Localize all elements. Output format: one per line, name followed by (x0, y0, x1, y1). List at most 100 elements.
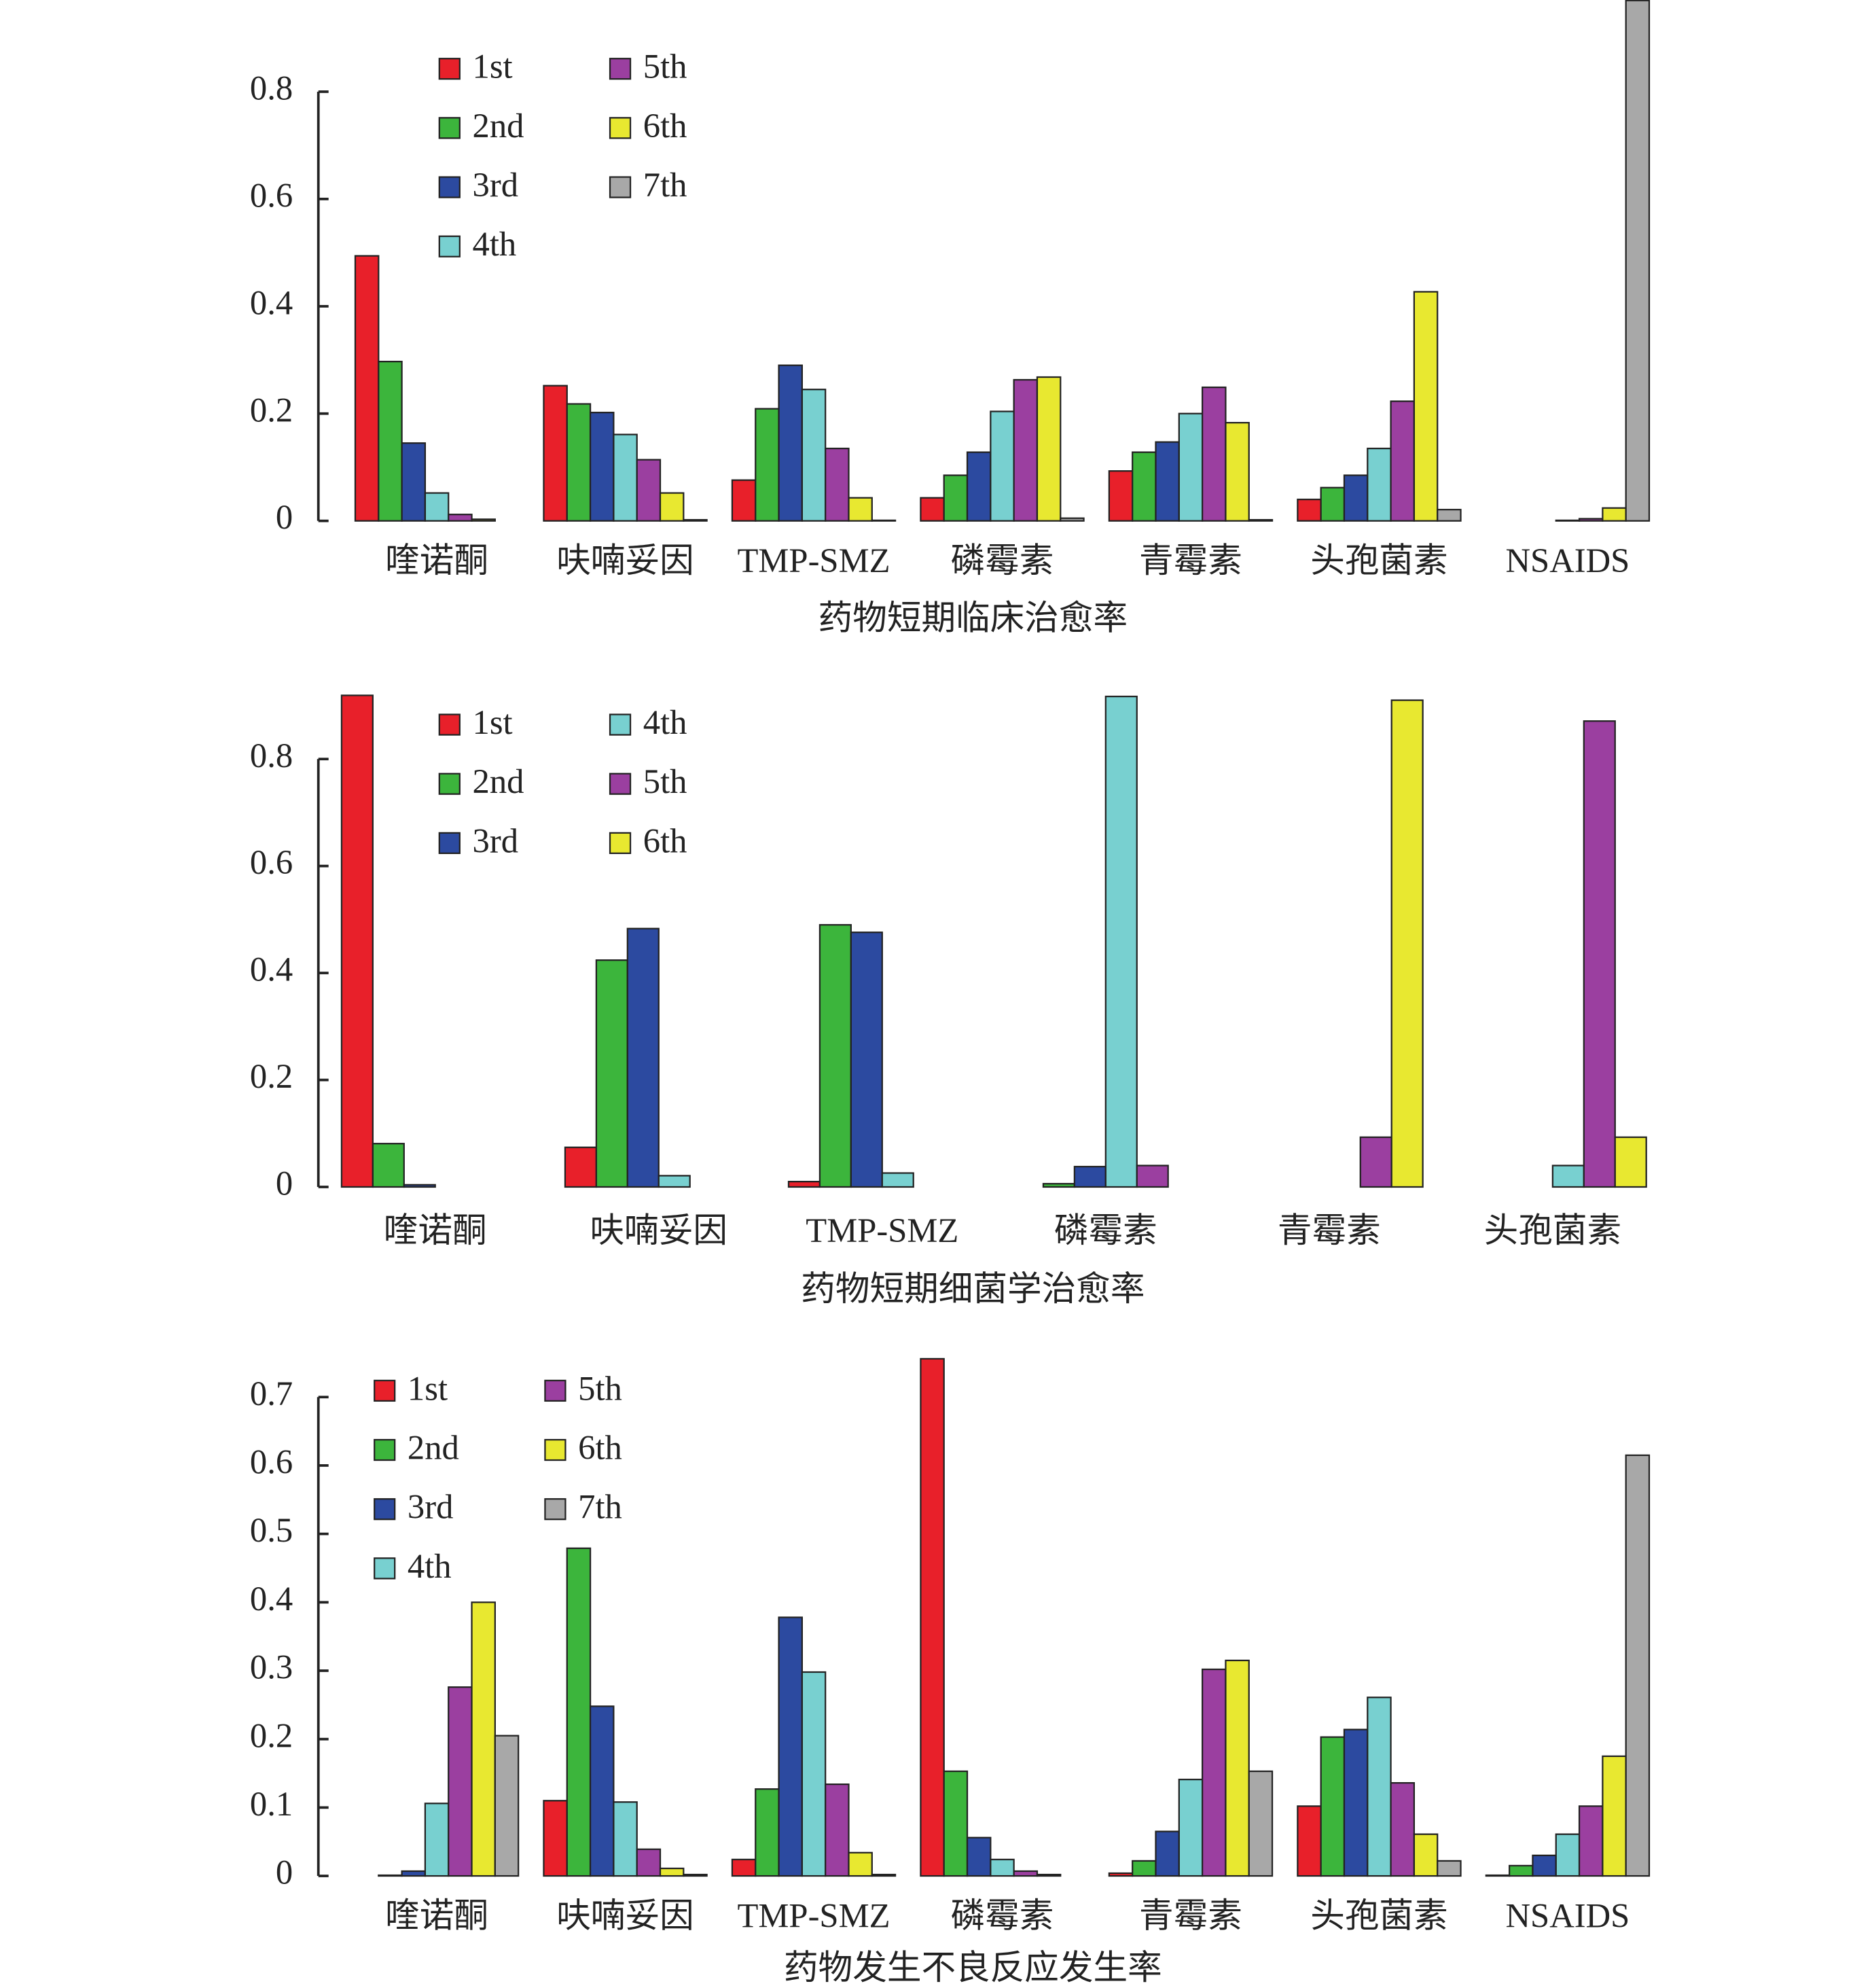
bar (1413, 291, 1439, 522)
bar (943, 1770, 969, 1877)
bar (1104, 695, 1138, 1188)
bar (589, 412, 615, 522)
legend-swatch (609, 117, 632, 139)
bar (966, 1836, 992, 1877)
bar (848, 497, 873, 522)
y-tick-label: 0.2 (250, 1716, 293, 1754)
legend-label: 5th (578, 1369, 622, 1407)
bar (1390, 699, 1424, 1188)
bar (1155, 1830, 1180, 1877)
y-tick-label: 0.4 (250, 951, 293, 989)
x-tick-label: 青霉素 (1278, 1211, 1381, 1249)
bar (1297, 1805, 1322, 1877)
legend-label: 2nd (473, 762, 524, 800)
bar (613, 433, 638, 522)
bar (659, 1867, 685, 1877)
bar (1178, 1778, 1204, 1877)
bar (1036, 376, 1062, 522)
bar (1625, 0, 1651, 522)
bar (990, 410, 1015, 522)
x-tick-label: 青霉素 (1139, 542, 1242, 580)
y-tick-label: 0 (276, 1165, 293, 1203)
legend-label: 4th (408, 1547, 452, 1585)
bar (636, 459, 662, 522)
bar (1320, 486, 1346, 522)
bar (966, 451, 992, 522)
x-tick-label: 呋喃妥因 (556, 1896, 694, 1934)
y-tick-label: 0.2 (250, 391, 293, 429)
bar (1225, 422, 1250, 522)
bar (818, 924, 852, 1188)
legend-swatch (438, 117, 461, 139)
bar (1359, 1136, 1392, 1188)
bar (1532, 1854, 1557, 1877)
bar (626, 927, 660, 1188)
bar (471, 1601, 496, 1877)
legend-label: 7th (643, 166, 687, 204)
x-tick-label: 呋喃妥因 (556, 542, 694, 580)
bar (595, 959, 628, 1188)
bar (566, 1547, 592, 1877)
bar (683, 1873, 708, 1877)
x-tick-label: TMP-SMZ (738, 1896, 890, 1934)
legend-label: 4th (643, 703, 687, 741)
legend-label: 1st (408, 1369, 448, 1407)
bar (755, 1788, 780, 1877)
bar (1367, 447, 1392, 522)
bar (613, 1801, 638, 1877)
bar (731, 479, 757, 522)
legend-label: 3rd (408, 1488, 453, 1526)
y-tick-label: 0.4 (250, 1580, 293, 1618)
x-tick-label: TMP-SMZ (806, 1211, 958, 1249)
x-tick-label: 喹诺酮 (385, 1896, 488, 1934)
bar (1578, 1805, 1604, 1877)
bar (448, 514, 473, 522)
bar (1108, 470, 1134, 522)
legend-swatch (438, 58, 461, 80)
bar (850, 931, 883, 1188)
bar (1485, 1874, 1511, 1877)
bar (1413, 1833, 1439, 1877)
x-tick-label: 喹诺酮 (384, 1211, 487, 1249)
x-tick-label: NSAIDS (1506, 542, 1630, 580)
x-tick-label: 磷霉素 (1054, 1211, 1157, 1249)
bar (354, 255, 380, 522)
bar (731, 1858, 757, 1877)
legend-swatch (544, 1438, 566, 1461)
bar (636, 1848, 662, 1877)
y-tick-label: 0.8 (250, 69, 293, 107)
bar (1060, 517, 1085, 522)
x-tick-label: 头孢菌素 (1310, 542, 1447, 580)
y-tick-label: 0.2 (250, 1057, 293, 1095)
bar (1367, 1697, 1392, 1877)
bar (401, 442, 427, 522)
bar (1042, 1183, 1076, 1188)
bar (424, 492, 450, 522)
bar (1136, 1165, 1169, 1188)
x-tick-label: 磷霉素 (951, 1896, 1054, 1934)
bar (1343, 474, 1369, 522)
bar (1155, 441, 1180, 522)
bar (658, 1175, 691, 1188)
bar (378, 361, 403, 522)
bar (378, 1874, 403, 1877)
legend-label: 6th (578, 1429, 622, 1467)
bar (1297, 498, 1322, 522)
legend-swatch (438, 176, 461, 198)
x-axis-title: 药物短期临床治愈率 (818, 599, 1128, 637)
legend-label: 7th (578, 1488, 622, 1526)
x-tick-label: NSAIDS (1506, 1896, 1630, 1934)
x-tick-label: 呋喃妥因 (590, 1211, 727, 1249)
y-tick-label: 0.3 (250, 1648, 293, 1686)
bar (1248, 1770, 1274, 1877)
bar (403, 1184, 436, 1188)
legend-swatch (544, 1379, 566, 1402)
bar (448, 1686, 473, 1877)
bar (1390, 400, 1416, 522)
y-tick-label: 0.5 (250, 1511, 293, 1549)
bar (543, 1800, 568, 1877)
bar (1578, 518, 1604, 522)
legend-swatch (438, 235, 461, 258)
